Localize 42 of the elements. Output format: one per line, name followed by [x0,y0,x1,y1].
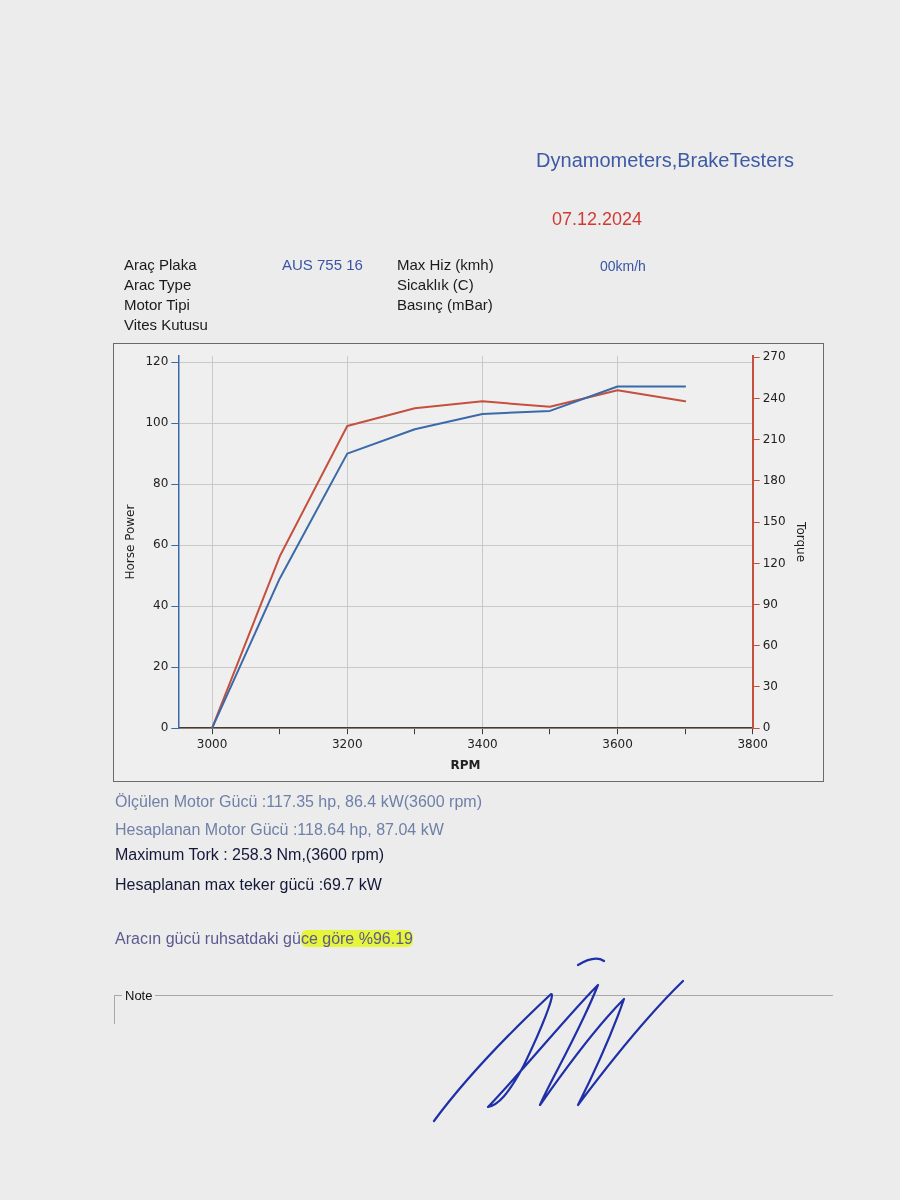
y2-tick-label: 60 [762,637,778,652]
text: Motor Tipi [124,296,190,314]
y-tick-label: 80 [153,476,169,491]
y-tick-label: 100 [145,415,169,430]
chart-subtitle: 07.12.2024 [552,209,643,230]
text: 00km/h [600,258,646,275]
y2-tick-label: 180 [762,473,786,488]
y2-axis-title: Torque [793,521,808,563]
text: Araç Plaka [124,256,197,274]
text: Ölçülen Motor Gücü :117.35 hp, 86.4 kW(3600 rpm) [115,793,482,812]
text: Vites Kutusu [124,316,208,334]
x-axis-title: RPM [450,757,481,772]
text: Note [122,988,156,1004]
text: Arac Type [124,276,192,294]
y2-tick-label: 210 [762,431,786,446]
text: Aracın gücü ruhsatdaki güce göre %96.19 [115,930,413,947]
text: Hesaplanan max teker gücü :69.7 kW [115,876,382,895]
y2-tick-label: 30 [762,679,778,694]
text: Basınç (mBar) [397,296,493,314]
y-axis-title: Horse Power [123,504,138,580]
x-tick-label: 3800 [737,736,768,751]
y2-tick-label: 150 [762,514,786,529]
y-tick-label: 120 [145,354,169,369]
text: Max Hiz (kmh) [397,256,494,274]
y-tick-label: 60 [153,537,169,552]
text: AUS 755 16 [282,256,363,274]
y2-tick-label: 0 [762,720,771,735]
y-tick-label: 20 [153,659,169,674]
text: Hesaplanan Motor Gücü :118.64 hp, 87.04 kW [115,821,444,840]
y2-tick-label: 90 [762,596,778,611]
y2-tick-label: 120 [762,555,786,570]
text: Sicaklık (C) [397,276,474,294]
y-tick-label: 40 [153,598,169,613]
x-tick-label: 3400 [467,736,498,751]
text: Maximum Tork : 258.3 Nm,(3600 rpm) [115,846,385,865]
chart-title: Dynamometers,BrakeTesters [535,149,795,172]
x-tick-label: 3000 [196,736,228,751]
x-tick-label: 3200 [331,736,363,751]
x-tick-label: 3600 [602,736,633,751]
y-tick-label: 0 [160,720,169,735]
y2-tick-label: 270 [762,349,786,364]
y2-tick-label: 240 [762,390,786,405]
